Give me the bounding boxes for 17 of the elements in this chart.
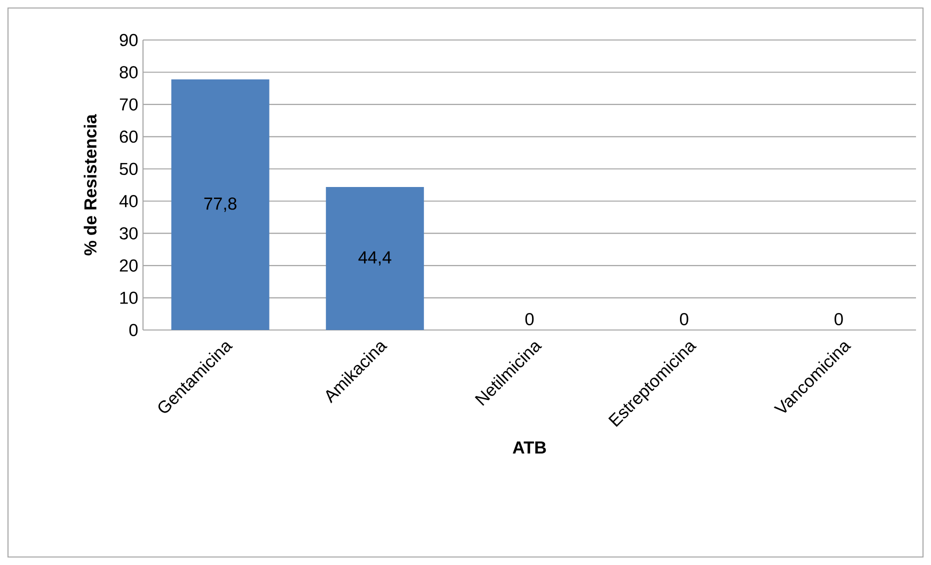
y-tick-label: 90: [120, 34, 138, 46]
y-tick-label: 20: [120, 259, 138, 272]
y-tick-label: 50: [120, 162, 138, 176]
x-axis-title: ATB: [512, 442, 546, 454]
y-tick-label: 60: [120, 130, 138, 143]
data-label: 0: [834, 313, 843, 326]
y-tick-label: 0: [129, 324, 138, 336]
y-tick-label: 30: [120, 227, 138, 240]
data-label: 0: [680, 313, 688, 326]
data-label: 77,8: [204, 198, 236, 212]
y-tick-label: 10: [120, 292, 138, 304]
data-label: 44,4: [358, 251, 392, 266]
y-axis-title: % de Resistencia: [84, 114, 97, 256]
y-tick-label: 70: [120, 98, 138, 111]
y-tick-label: 40: [119, 194, 138, 208]
y-tick-label: 80: [120, 66, 138, 78]
data-label: 0: [525, 313, 534, 326]
